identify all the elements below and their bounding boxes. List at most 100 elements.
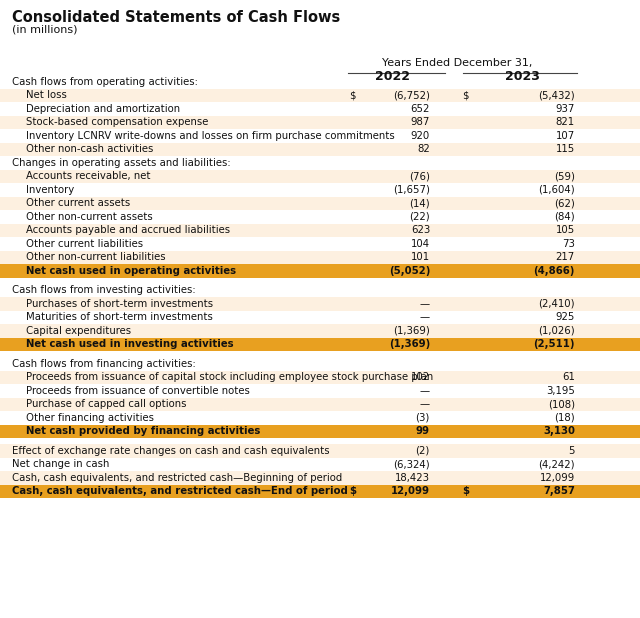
Bar [0,250,640,264]
Text: Other current assets: Other current assets [26,198,131,208]
Bar [0,143,640,156]
Text: 73: 73 [562,239,575,249]
Text: Maturities of short-term investments: Maturities of short-term investments [26,312,213,322]
Text: Other non-current liabilities: Other non-current liabilities [26,252,166,262]
Text: (2,511): (2,511) [534,339,575,349]
Text: Accounts payable and accrued liabilities: Accounts payable and accrued liabilities [26,225,230,235]
Text: —: — [420,312,430,322]
Text: (1,369): (1,369) [393,326,430,336]
Text: —: — [420,298,430,309]
Text: 2022: 2022 [376,70,410,83]
Bar [0,371,640,384]
Text: (6,752): (6,752) [393,90,430,100]
Bar [0,397,640,411]
Text: —: — [420,386,430,396]
Text: 18,423: 18,423 [395,473,430,483]
Text: 12,099: 12,099 [540,473,575,483]
Text: 102: 102 [411,372,430,383]
Text: 105: 105 [556,225,575,235]
Text: Capital expenditures: Capital expenditures [26,326,131,336]
Text: —: — [420,399,430,409]
Text: Other non-current assets: Other non-current assets [26,212,153,222]
Text: Cash, cash equivalents, and restricted cash—Beginning of period: Cash, cash equivalents, and restricted c… [12,473,342,483]
Text: Years Ended December 31,: Years Ended December 31, [382,58,532,68]
Text: Net cash used in investing activities: Net cash used in investing activities [26,339,234,349]
Text: Purchase of capped call options: Purchase of capped call options [26,399,186,409]
Text: 107: 107 [556,131,575,141]
Text: 623: 623 [411,225,430,235]
Text: Cash flows from operating activities:: Cash flows from operating activities: [12,77,198,87]
Text: (108): (108) [548,399,575,409]
Bar [0,425,640,438]
Text: (62): (62) [554,198,575,208]
Text: 987: 987 [411,117,430,127]
Text: (4,866): (4,866) [534,266,575,276]
Text: 115: 115 [556,144,575,154]
Text: 937: 937 [556,104,575,114]
Text: Net loss: Net loss [26,90,67,100]
Text: 7,857: 7,857 [543,486,575,496]
Bar [0,471,640,485]
Text: Depreciation and amortization: Depreciation and amortization [26,104,180,114]
Text: (5,052): (5,052) [388,266,430,276]
Text: (1,657): (1,657) [393,185,430,195]
Text: Consolidated Statements of Cash Flows: Consolidated Statements of Cash Flows [12,10,340,25]
Text: 104: 104 [411,239,430,249]
Bar [0,297,640,310]
Text: $: $ [462,486,469,496]
Text: (59): (59) [554,171,575,181]
Bar [0,224,640,237]
Text: (1,604): (1,604) [538,185,575,195]
Text: (2): (2) [415,446,430,455]
Text: $: $ [349,90,355,100]
Text: Net cash provided by financing activities: Net cash provided by financing activitie… [26,426,260,436]
Text: (18): (18) [554,413,575,423]
Text: 82: 82 [417,144,430,154]
Text: (3): (3) [415,413,430,423]
Text: Inventory: Inventory [26,185,74,195]
Bar [0,324,640,337]
Text: Cash flows from investing activities:: Cash flows from investing activities: [12,286,196,295]
Bar [0,116,640,129]
Text: 920: 920 [411,131,430,141]
Bar [0,485,640,498]
Text: Purchases of short-term investments: Purchases of short-term investments [26,298,213,309]
Text: (in millions): (in millions) [12,25,77,35]
Text: (14): (14) [409,198,430,208]
Bar [0,197,640,210]
Text: 61: 61 [562,372,575,383]
Bar [0,169,640,183]
Text: 2023: 2023 [504,70,540,83]
Text: 101: 101 [411,252,430,262]
Bar [0,88,640,102]
Text: Proceeds from issuance of capital stock including employee stock purchase plan: Proceeds from issuance of capital stock … [26,372,433,383]
Text: (1,026): (1,026) [538,326,575,336]
Text: Other financing activities: Other financing activities [26,413,154,423]
Text: Effect of exchange rate changes on cash and cash equivalents: Effect of exchange rate changes on cash … [12,446,330,455]
Text: 3,195: 3,195 [546,386,575,396]
Text: (76): (76) [409,171,430,181]
Text: (6,324): (6,324) [393,459,430,469]
Text: 217: 217 [556,252,575,262]
Text: 652: 652 [411,104,430,114]
Text: Net change in cash: Net change in cash [12,459,109,469]
Text: 5: 5 [568,446,575,455]
Text: Other non-cash activities: Other non-cash activities [26,144,154,154]
Text: $: $ [462,90,468,100]
Text: Stock-based compensation expense: Stock-based compensation expense [26,117,209,127]
Text: 3,130: 3,130 [543,426,575,436]
Text: Changes in operating assets and liabilities:: Changes in operating assets and liabilit… [12,158,230,167]
Text: Inventory LCNRV write-downs and losses on firm purchase commitments: Inventory LCNRV write-downs and losses o… [26,131,395,141]
Text: Net cash used in operating activities: Net cash used in operating activities [26,266,236,276]
Text: (4,242): (4,242) [538,459,575,469]
Text: 925: 925 [556,312,575,322]
Bar [0,337,640,351]
Bar [0,264,640,277]
Text: Cash flows from financing activities:: Cash flows from financing activities: [12,359,196,369]
Text: (2,410): (2,410) [538,298,575,309]
Text: Cash, cash equivalents, and restricted cash—End of period: Cash, cash equivalents, and restricted c… [12,486,348,496]
Text: 99: 99 [416,426,430,436]
Text: 12,099: 12,099 [391,486,430,496]
Text: 821: 821 [556,117,575,127]
Text: (5,432): (5,432) [538,90,575,100]
